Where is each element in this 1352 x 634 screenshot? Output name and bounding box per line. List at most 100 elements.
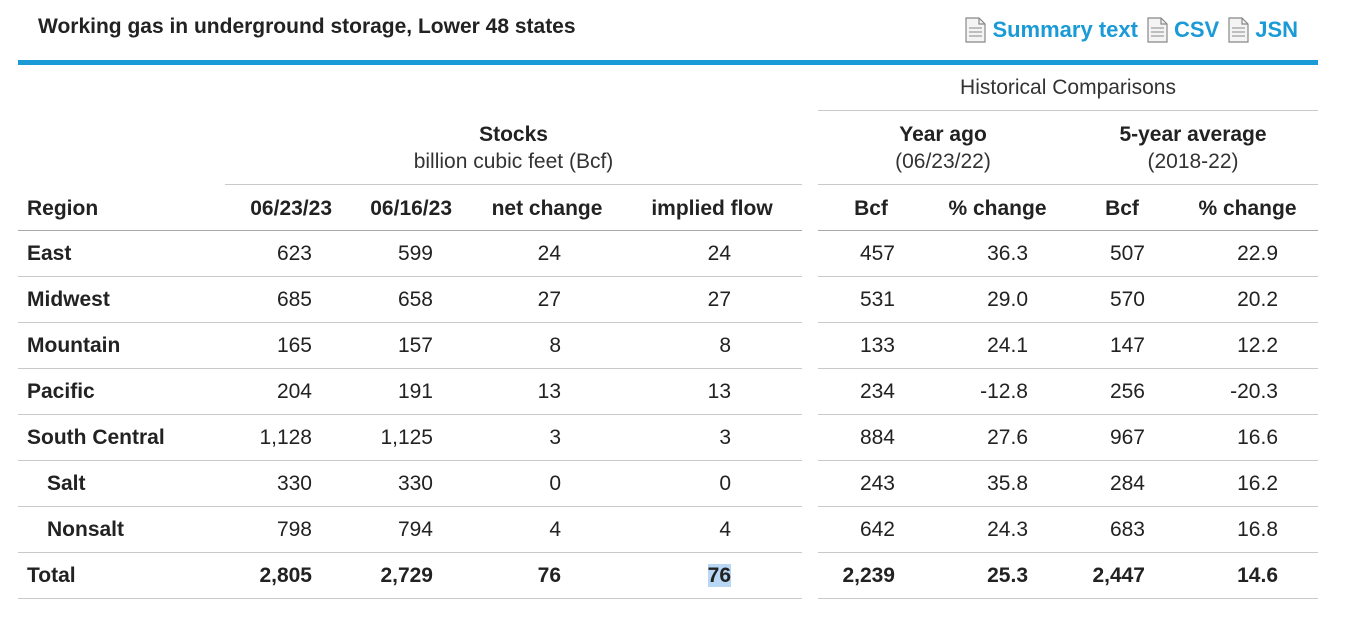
cell-net-change: 0 <box>549 472 561 495</box>
row-divider <box>818 552 1318 553</box>
jsn-label: JSN <box>1255 17 1298 42</box>
cell-current-week: 798 <box>276 518 312 541</box>
cell-prior-week: 2,729 <box>380 564 433 587</box>
cell-region: Nonsalt <box>47 518 125 541</box>
cell-region: South Central <box>27 426 165 449</box>
column-header-year-ago-bcf: Bcf <box>854 197 888 220</box>
jsn-link[interactable]: JSN <box>1227 17 1298 43</box>
cell-year-ago-pct: 25.3 <box>987 564 1028 587</box>
cell-year-ago-bcf: 243 <box>859 472 895 495</box>
cell-prior-week: 191 <box>397 380 433 403</box>
divider <box>18 230 802 231</box>
cell-avg-pct: -20.3 <box>1230 380 1278 403</box>
row-divider <box>818 368 1318 369</box>
row-divider <box>18 460 802 461</box>
cell-prior-week: 1,125 <box>380 426 433 449</box>
column-header-implied-flow: implied flow <box>651 197 773 220</box>
document-icon <box>965 17 987 43</box>
cell-net-change: 13 <box>537 380 561 403</box>
cell-current-week: 685 <box>276 288 312 311</box>
summary-text-link[interactable]: Summary text <box>964 17 1138 43</box>
cell-net-change: 27 <box>537 288 561 311</box>
cell-year-ago-pct: 27.6 <box>987 426 1028 449</box>
cell-year-ago-bcf: 2,239 <box>842 564 895 587</box>
cell-avg-pct: 12.2 <box>1237 334 1278 357</box>
cell-avg-pct: 22.9 <box>1237 242 1278 265</box>
cell-year-ago-bcf: 234 <box>859 380 895 403</box>
column-header-prior-week: 06/16/23 <box>370 197 452 220</box>
five-year-average-header: 5-year average (2018-22) <box>1068 121 1318 175</box>
cell-net-change: 3 <box>549 426 561 449</box>
page-title: Working gas in underground storage, Lowe… <box>38 15 576 38</box>
column-header-current-week: 06/23/23 <box>250 197 332 220</box>
document-icon <box>1228 17 1249 43</box>
column-header-net-change: net change <box>491 197 603 220</box>
cell-net-change: 76 <box>537 564 561 587</box>
row-divider <box>18 368 802 369</box>
row-divider <box>818 460 1318 461</box>
cell-region: Midwest <box>27 288 110 311</box>
row-divider <box>18 414 802 415</box>
cell-net-change: 4 <box>549 518 561 541</box>
cell-avg-bcf: 967 <box>1109 426 1145 449</box>
column-header-avg-pct: % change <box>1198 197 1297 220</box>
column-header-region: Region <box>27 197 99 220</box>
cell-region: East <box>27 242 72 265</box>
row-divider <box>818 322 1318 323</box>
year-ago-title: Year ago <box>899 123 987 146</box>
cell-year-ago-pct: 24.3 <box>987 518 1028 541</box>
row-divider <box>18 276 802 277</box>
cell-year-ago-bcf: 531 <box>859 288 895 311</box>
row-divider <box>818 414 1318 415</box>
cell-implied-flow: 27 <box>707 288 731 311</box>
cell-avg-pct: 16.8 <box>1237 518 1278 541</box>
cell-year-ago-bcf: 642 <box>859 518 895 541</box>
cell-year-ago-pct: 36.3 <box>987 242 1028 265</box>
cell-prior-week: 658 <box>397 288 433 311</box>
stocks-header: Stocks billion cubic feet (Bcf) <box>225 121 802 175</box>
divider <box>818 110 1318 111</box>
cell-avg-pct: 14.6 <box>1237 564 1278 587</box>
cell-implied-flow: 4 <box>719 518 731 541</box>
cell-year-ago-pct: 24.1 <box>987 334 1028 357</box>
cell-avg-bcf: 507 <box>1109 242 1145 265</box>
cell-region: Mountain <box>27 334 121 357</box>
cell-current-week: 2,805 <box>259 564 312 587</box>
cell-year-ago-pct: 35.8 <box>987 472 1028 495</box>
cell-year-ago-pct: -12.8 <box>980 380 1028 403</box>
cell-implied-flow: 24 <box>707 242 731 265</box>
cell-year-ago-bcf: 457 <box>859 242 895 265</box>
row-divider <box>18 552 802 553</box>
cell-implied-flow: 3 <box>719 426 731 449</box>
row-divider <box>818 276 1318 277</box>
document-icon <box>1147 17 1168 43</box>
cell-implied-flow: 76 <box>637 563 731 589</box>
cell-prior-week: 330 <box>397 472 433 495</box>
download-links: Summary text CSV JSN <box>956 17 1298 43</box>
column-header-avg-bcf: Bcf <box>1105 197 1139 220</box>
cell-prior-week: 794 <box>397 518 433 541</box>
divider <box>225 184 802 185</box>
cell-avg-pct: 16.2 <box>1237 472 1278 495</box>
cell-net-change: 24 <box>537 242 561 265</box>
cell-avg-bcf: 683 <box>1109 518 1145 541</box>
cell-year-ago-pct: 29.0 <box>987 288 1028 311</box>
divider <box>818 230 1318 231</box>
csv-link[interactable]: CSV <box>1146 17 1219 43</box>
cell-current-week: 204 <box>276 380 312 403</box>
cell-prior-week: 599 <box>397 242 433 265</box>
cell-implied-flow: 8 <box>719 334 731 357</box>
cell-region: Salt <box>47 472 86 495</box>
cell-avg-bcf: 570 <box>1109 288 1145 311</box>
cell-region: Total <box>27 564 76 587</box>
selected-text[interactable]: 76 <box>707 564 731 587</box>
cell-current-week: 165 <box>276 334 312 357</box>
cell-year-ago-bcf: 133 <box>859 334 895 357</box>
row-divider <box>18 506 802 507</box>
avg-range: (2018-22) <box>1147 150 1239 173</box>
cell-current-week: 623 <box>276 242 312 265</box>
summary-text-label: Summary text <box>992 17 1138 42</box>
cell-implied-flow: 0 <box>719 472 731 495</box>
cell-implied-flow: 13 <box>707 380 731 403</box>
row-divider <box>18 322 802 323</box>
